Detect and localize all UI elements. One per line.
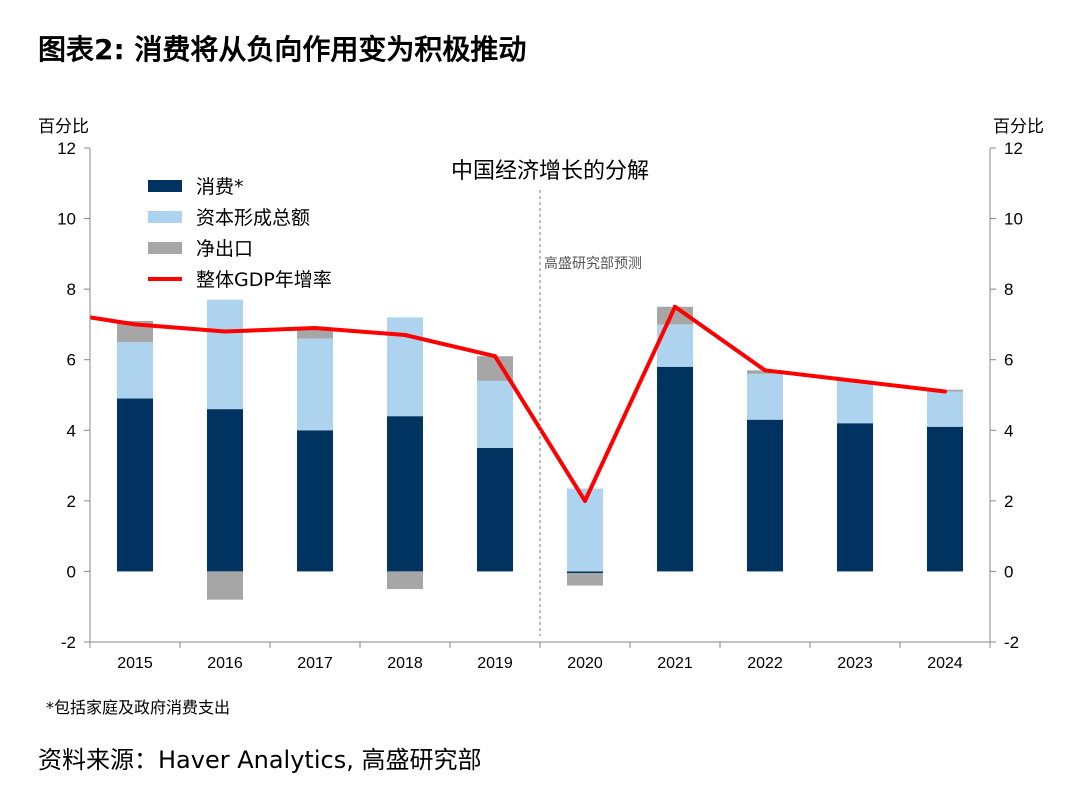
gdp-growth-point	[943, 389, 947, 394]
left-y-tick-label: 12	[57, 139, 76, 158]
gdp-growth-point	[493, 354, 497, 359]
x-tick-label: 2018	[387, 655, 423, 672]
gdp-growth-point	[313, 325, 317, 330]
left-y-tick-label: 8	[67, 280, 76, 299]
bar-segment	[297, 327, 333, 339]
bar-segment	[117, 398, 153, 572]
bar-segment	[567, 573, 603, 586]
bar-segment	[207, 299, 243, 410]
page-title: 图表2: 消费将从负向作用变为积极推动	[38, 33, 527, 66]
x-tick-label: 2015	[117, 655, 153, 672]
bar-segment	[297, 430, 333, 572]
x-tick-label: 2019	[477, 655, 513, 672]
bar-segment	[567, 571, 603, 574]
gdp-growth-point	[853, 378, 857, 383]
legend-label: 资本形成总额	[196, 207, 310, 229]
right-y-tick-label: 10	[1004, 210, 1023, 229]
bar-segment	[387, 571, 423, 590]
bar-segment	[657, 366, 693, 572]
right-y-tick-label: 12	[1004, 139, 1023, 158]
legend-label: 净出口	[196, 238, 253, 260]
gdp-growth-point	[223, 329, 227, 334]
left-y-tick-label: 0	[67, 562, 76, 581]
left-y-tick-label: 10	[57, 210, 76, 229]
right-y-tick-label: 4	[1004, 421, 1013, 440]
x-tick-label: 2020	[567, 655, 603, 672]
source-note: 资料来源：Haver Analytics, 高盛研究部	[38, 746, 482, 774]
legend-swatch	[148, 180, 182, 192]
bar-segment	[747, 373, 783, 420]
right-y-tick-label: 0	[1004, 562, 1013, 581]
right-axis-unit: 百分比	[993, 117, 1044, 137]
x-tick-label: 2021	[657, 655, 693, 672]
legend-swatch	[148, 242, 182, 254]
chart-title: 中国经济增长的分解	[451, 159, 649, 184]
left-y-tick-label: -2	[61, 633, 76, 652]
left-y-tick-label: 2	[67, 492, 76, 511]
right-y-tick-label: 8	[1004, 280, 1013, 299]
bar-segment	[207, 571, 243, 600]
bar-segment	[477, 447, 513, 572]
left-y-tick-label: 6	[67, 351, 76, 370]
right-y-tick-label: 6	[1004, 351, 1013, 370]
right-y-tick-label: -2	[1004, 633, 1019, 652]
footnote: *包括家庭及政府消费支出	[46, 698, 231, 717]
x-tick-label: 2016	[207, 655, 243, 672]
gdp-growth-point	[133, 322, 137, 327]
x-tick-label: 2022	[747, 655, 783, 672]
left-axis-unit: 百分比	[38, 117, 89, 137]
legend-swatch	[148, 211, 182, 223]
gdp-growth-point	[403, 333, 407, 338]
forecast-annotation: 高盛研究部预测	[544, 255, 642, 272]
legend-label: 整体GDP年增率	[196, 269, 332, 291]
left-y-tick-label: 4	[67, 421, 76, 440]
bar-segment	[837, 423, 873, 572]
x-tick-label: 2024	[927, 655, 963, 672]
gdp-growth-point	[583, 498, 587, 503]
legend-label: 消费*	[196, 176, 244, 198]
bar-segment	[297, 338, 333, 431]
bar-segment	[837, 380, 873, 424]
right-y-tick-label: 2	[1004, 492, 1013, 511]
bar-segment	[207, 409, 243, 572]
x-tick-label: 2017	[297, 655, 333, 672]
bar-segment	[387, 416, 423, 572]
bar-segment	[927, 391, 963, 427]
gdp-growth-point	[763, 368, 767, 373]
bar-segment	[477, 380, 513, 448]
bar-segment	[927, 426, 963, 572]
bar-segment	[117, 342, 153, 399]
bar-segment	[747, 419, 783, 572]
x-tick-label: 2023	[837, 655, 873, 672]
gdp-growth-point	[673, 304, 677, 309]
